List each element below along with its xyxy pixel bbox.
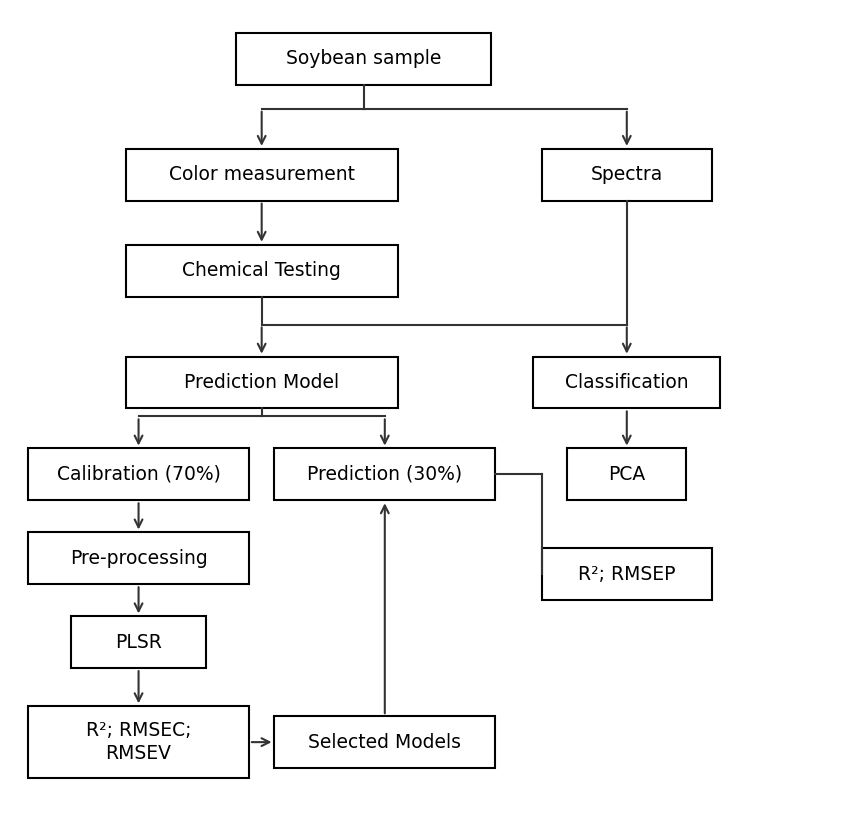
Text: Classification: Classification: [565, 373, 689, 392]
FancyBboxPatch shape: [567, 449, 686, 500]
FancyBboxPatch shape: [542, 149, 712, 201]
Text: Spectra: Spectra: [590, 165, 663, 185]
FancyBboxPatch shape: [274, 716, 495, 768]
FancyBboxPatch shape: [28, 449, 249, 500]
Text: R²; RMSEC;
RMSEV: R²; RMSEC; RMSEV: [85, 721, 192, 763]
Text: PCA: PCA: [608, 465, 646, 484]
FancyBboxPatch shape: [126, 149, 398, 201]
FancyBboxPatch shape: [71, 616, 206, 668]
Text: Prediction Model: Prediction Model: [184, 373, 339, 392]
FancyBboxPatch shape: [28, 706, 249, 778]
Text: R²; RMSEP: R²; RMSEP: [578, 565, 676, 584]
Text: Selected Models: Selected Models: [308, 733, 462, 752]
FancyBboxPatch shape: [274, 449, 495, 500]
FancyBboxPatch shape: [236, 33, 491, 85]
FancyBboxPatch shape: [533, 357, 721, 408]
FancyBboxPatch shape: [28, 533, 249, 585]
Text: Soybean sample: Soybean sample: [286, 50, 441, 68]
Text: Prediction (30%): Prediction (30%): [307, 465, 463, 484]
Text: Pre-processing: Pre-processing: [70, 549, 207, 567]
Text: Color measurement: Color measurement: [168, 165, 355, 185]
Text: Chemical Testing: Chemical Testing: [182, 261, 341, 280]
FancyBboxPatch shape: [126, 357, 398, 408]
Text: Calibration (70%): Calibration (70%): [57, 465, 220, 484]
FancyBboxPatch shape: [542, 548, 712, 600]
Text: PLSR: PLSR: [115, 633, 162, 652]
FancyBboxPatch shape: [126, 245, 398, 297]
